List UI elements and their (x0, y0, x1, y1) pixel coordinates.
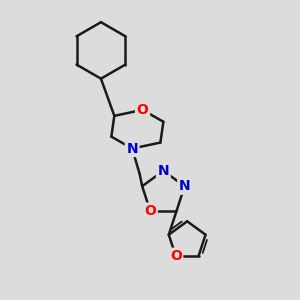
Text: O: O (144, 204, 156, 218)
Text: O: O (136, 103, 148, 117)
Text: N: N (126, 142, 138, 155)
Text: N: N (158, 164, 169, 178)
Text: O: O (170, 249, 182, 263)
Text: N: N (179, 179, 190, 193)
